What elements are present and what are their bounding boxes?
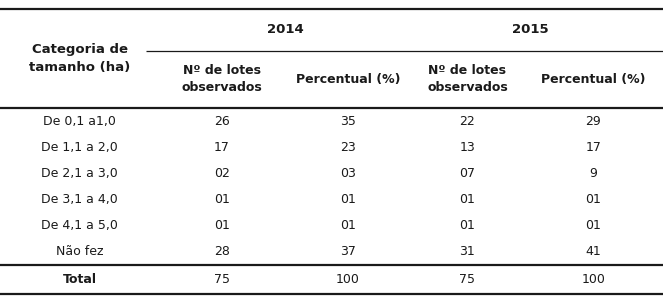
Text: Categoria de
tamanho (ha): Categoria de tamanho (ha) (29, 43, 130, 74)
Text: 31: 31 (459, 245, 475, 258)
Text: De 1,1 a 2,0: De 1,1 a 2,0 (41, 141, 118, 154)
Text: 01: 01 (214, 193, 230, 206)
Text: 23: 23 (340, 141, 356, 154)
Text: Percentual (%): Percentual (%) (296, 73, 400, 86)
Text: 03: 03 (340, 167, 356, 180)
Text: 01: 01 (340, 193, 356, 206)
Text: 07: 07 (459, 167, 475, 180)
Text: 26: 26 (214, 115, 230, 128)
Text: De 2,1 a 3,0: De 2,1 a 3,0 (41, 167, 118, 180)
Text: 01: 01 (340, 219, 356, 232)
Text: 75: 75 (459, 273, 475, 286)
Text: 2015: 2015 (512, 23, 549, 36)
Text: 13: 13 (459, 141, 475, 154)
Text: 75: 75 (214, 273, 230, 286)
Text: 22: 22 (459, 115, 475, 128)
Text: 41: 41 (585, 245, 601, 258)
Text: Não fez: Não fez (56, 245, 103, 258)
Text: Total: Total (62, 273, 97, 286)
Text: 01: 01 (214, 219, 230, 232)
Text: 01: 01 (585, 193, 601, 206)
Text: 01: 01 (459, 219, 475, 232)
Text: 2014: 2014 (267, 23, 304, 36)
Text: De 3,1 a 4,0: De 3,1 a 4,0 (41, 193, 118, 206)
Text: De 4,1 a 5,0: De 4,1 a 5,0 (41, 219, 118, 232)
Text: Nº de lotes
observados: Nº de lotes observados (427, 64, 508, 94)
Text: 29: 29 (585, 115, 601, 128)
Text: 37: 37 (340, 245, 356, 258)
Text: 17: 17 (585, 141, 601, 154)
Text: Percentual (%): Percentual (%) (541, 73, 646, 86)
Text: 9: 9 (589, 167, 597, 180)
Text: 02: 02 (214, 167, 230, 180)
Text: 17: 17 (214, 141, 230, 154)
Text: 01: 01 (585, 219, 601, 232)
Text: 100: 100 (336, 273, 360, 286)
Text: 28: 28 (214, 245, 230, 258)
Text: De 0,1 a1,0: De 0,1 a1,0 (43, 115, 116, 128)
Text: 01: 01 (459, 193, 475, 206)
Text: 100: 100 (581, 273, 605, 286)
Text: 35: 35 (340, 115, 356, 128)
Text: Nº de lotes
observados: Nº de lotes observados (182, 64, 263, 94)
